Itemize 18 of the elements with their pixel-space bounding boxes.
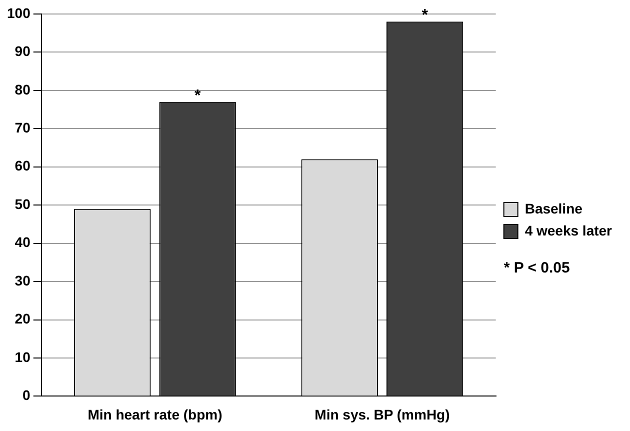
- x-tick-label: Min sys. BP (mmHg): [314, 406, 450, 422]
- y-tick-label: 10: [14, 348, 31, 365]
- legend-label: Baseline: [524, 200, 583, 216]
- y-tick-label: 0: [22, 387, 31, 404]
- annotation: *: [422, 7, 429, 24]
- y-tick-label: 20: [14, 310, 31, 327]
- y-tick-label: 90: [14, 43, 31, 60]
- y-tick-label: 30: [14, 272, 31, 288]
- y-tick-label: 80: [14, 81, 31, 98]
- y-tick-label: 50: [14, 196, 31, 212]
- annotation: *: [194, 87, 202, 104]
- legend-label: 4 weeks later: [524, 222, 613, 238]
- text: * P < 0.05: [504, 260, 570, 277]
- y-tick-label: 100: [7, 4, 31, 21]
- y-tick-label: 60: [14, 158, 31, 174]
- x-tick-label: Min heart rate (bpm): [88, 406, 222, 422]
- y-tick-label: 70: [14, 120, 31, 136]
- y-tick-label: 40: [14, 234, 31, 250]
